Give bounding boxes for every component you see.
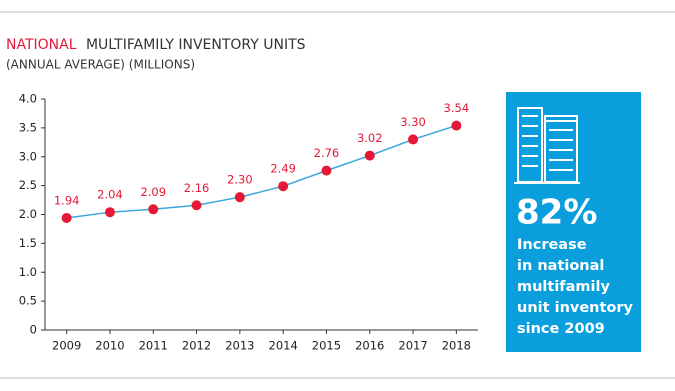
marker xyxy=(451,120,462,131)
x-tick-label: 2013 xyxy=(225,339,254,353)
value-label: 2.49 xyxy=(270,162,296,176)
callout-text: Increase in national multifamily unit inven… xyxy=(517,237,634,337)
y-tick-label: 0.5 xyxy=(19,294,37,308)
data-line xyxy=(66,124,457,219)
x-tick-label: 2017 xyxy=(398,339,427,353)
value-label: 3.54 xyxy=(444,101,470,115)
marker xyxy=(321,165,332,176)
subtitle: (ANNUAL AVERAGE) (MILLIONS) xyxy=(6,58,195,72)
callout-line: multifamily xyxy=(517,279,610,295)
marker xyxy=(191,200,202,211)
callout-line: in national xyxy=(517,258,604,274)
x-tick-label: 2012 xyxy=(182,339,211,353)
marker xyxy=(364,150,375,161)
callout-value: 82% xyxy=(516,193,597,233)
y-tick-label: 1.0 xyxy=(19,265,37,279)
y-tick-label: 2.5 xyxy=(19,178,37,192)
building-icon xyxy=(514,107,580,184)
value-label: 2.76 xyxy=(314,146,340,160)
x-tick-label: 2015 xyxy=(312,339,341,353)
callout-line: unit inventory xyxy=(517,300,634,316)
y-tick-label: 4.0 xyxy=(19,92,37,106)
y-tick-label: 2.0 xyxy=(19,207,37,221)
value-label: 2.30 xyxy=(227,173,253,187)
value-label: 1.94 xyxy=(54,193,80,207)
value-label: 2.04 xyxy=(97,188,123,202)
value-label: 3.30 xyxy=(400,115,426,129)
x-tick-label: 2014 xyxy=(269,339,298,353)
x-tick-label: 2011 xyxy=(139,339,168,353)
y-tick-label: 0 xyxy=(30,323,37,337)
title-rest: MULTIFAMILY INVENTORY UNITS xyxy=(86,37,306,53)
marker xyxy=(104,207,115,218)
marker xyxy=(408,134,419,145)
chart-title: NATIONAL MULTIFAMILY INVENTORY UNITS xyxy=(6,37,306,53)
marker xyxy=(148,204,159,215)
x-tick-label: 2016 xyxy=(355,339,384,353)
value-label: 2.16 xyxy=(184,181,210,195)
x-tick-label: 2009 xyxy=(52,339,81,353)
callout-line: since 2009 xyxy=(517,321,605,337)
y-tick-label: 1.5 xyxy=(19,236,37,250)
title-highlight: NATIONAL xyxy=(6,37,77,53)
marker xyxy=(61,212,72,223)
x-tick-label: 2018 xyxy=(442,339,471,353)
marker xyxy=(278,181,289,192)
marker xyxy=(234,192,245,203)
callout-line: Increase xyxy=(517,237,587,253)
y-tick-label: 3.0 xyxy=(19,149,37,163)
x-tick-label: 2010 xyxy=(95,339,124,353)
value-label: 3.02 xyxy=(357,131,383,145)
y-tick-label: 3.5 xyxy=(19,120,37,134)
value-label: 2.09 xyxy=(140,185,166,199)
